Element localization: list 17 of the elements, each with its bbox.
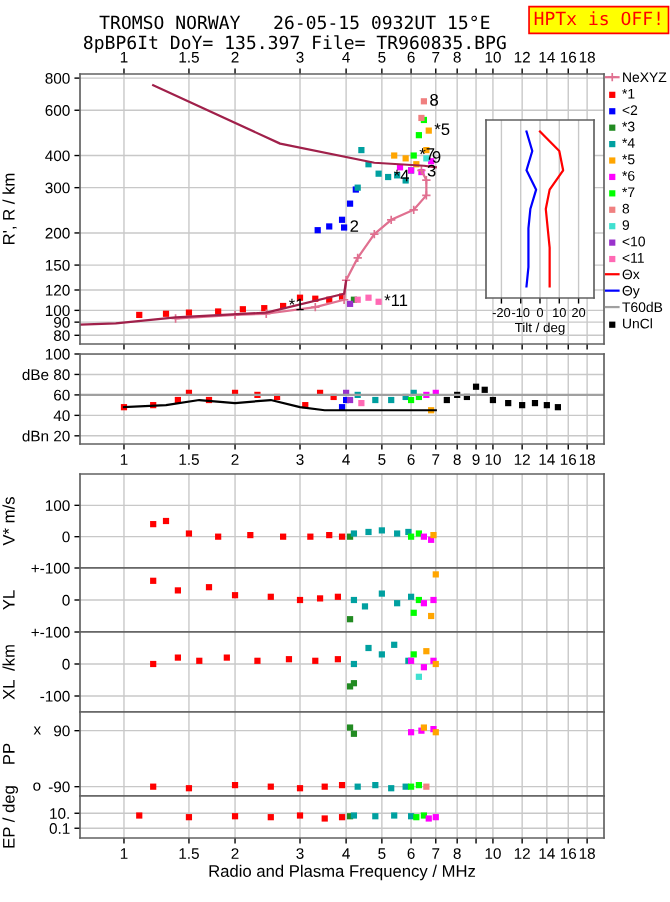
annotation: 2	[350, 220, 359, 232]
y-axis-title: EP / deg	[2, 786, 18, 848]
annotation: 9	[432, 151, 441, 163]
x-axis-title: Radio and Plasma Frequency / MHz	[209, 864, 476, 881]
annotation: *7	[419, 148, 435, 160]
chart-subtitle: 8pBP6It DoY= 135.397 File= TR960835.BPG	[83, 35, 506, 53]
y-axis-title: XL /km	[2, 645, 15, 700]
y-axis-title: PP	[3, 743, 15, 764]
annotation: *11	[384, 294, 408, 307]
y-axis-title: R', R / km	[2, 173, 17, 244]
y-axis-title: V* m/s	[2, 497, 15, 546]
chart-title: TROMSO NORWAY 26-05-15 0932UT 15°E	[99, 15, 490, 30]
text: HPTx is OFF!	[534, 11, 660, 26]
annotation: 8	[430, 93, 439, 106]
y-axis-title: YL	[3, 590, 15, 610]
annotation: 3	[427, 164, 436, 177]
annotation: *5	[434, 123, 450, 136]
